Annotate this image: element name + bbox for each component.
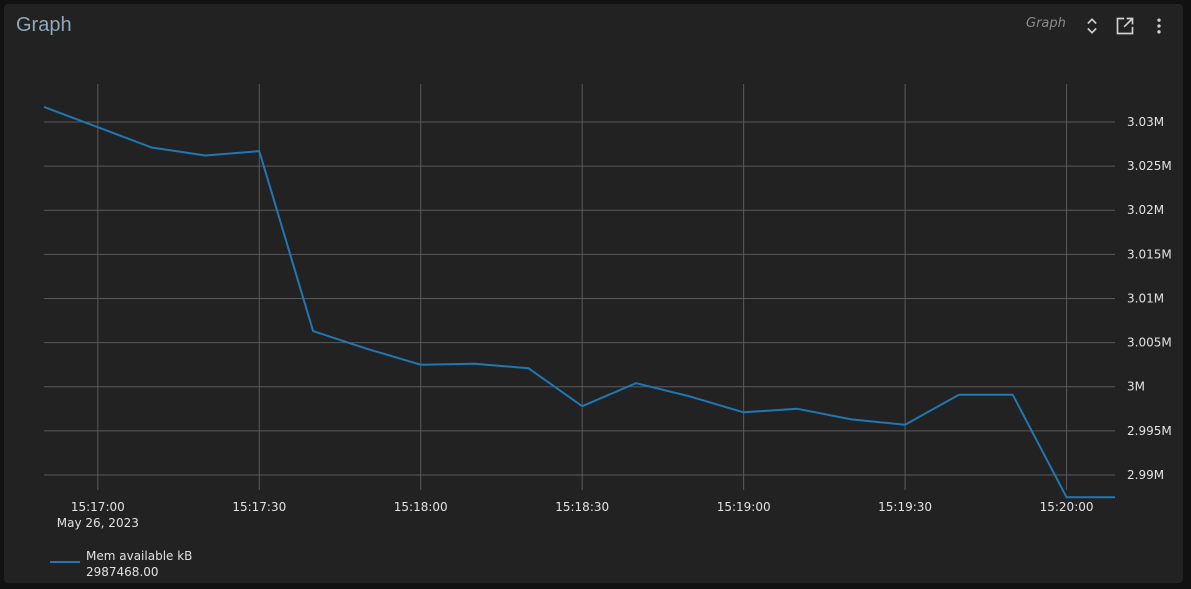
x-tick-label: 15:18:30 bbox=[555, 500, 609, 514]
y-tick-label: 3.02M bbox=[1127, 203, 1164, 217]
y-tick-label: 3.025M bbox=[1127, 159, 1172, 173]
y-tick-label: 3.03M bbox=[1127, 115, 1164, 129]
legend-series-value: 2987468.00 bbox=[86, 565, 159, 579]
legend-series-name: Mem available kB bbox=[86, 549, 193, 563]
panel-title: Graph bbox=[16, 14, 72, 36]
x-tick-label: 15:18:00 bbox=[394, 500, 448, 514]
y-tick-label: 3.015M bbox=[1127, 247, 1172, 261]
x-tick-label: 15:19:30 bbox=[878, 500, 932, 514]
x-tick-label: 15:17:00 bbox=[71, 500, 125, 514]
series-layer bbox=[43, 105, 1115, 499]
x-tick-label: 15:19:00 bbox=[717, 500, 771, 514]
y-tick-label: 2.99M bbox=[1127, 468, 1164, 482]
open-in-new-icon[interactable] bbox=[1113, 14, 1137, 38]
y-tick-label: 3.01M bbox=[1127, 291, 1164, 305]
x-date-label: May 26, 2023 bbox=[57, 516, 139, 530]
panel-type-label: Graph bbox=[1026, 16, 1066, 31]
grid bbox=[44, 84, 1115, 490]
axis-labels: 15:17:00 15:17:30 15:18:00 15:18:30 15:19:00… bbox=[57, 115, 1172, 530]
more-vert-icon[interactable] bbox=[1147, 14, 1171, 38]
legend-swatch bbox=[50, 561, 80, 563]
y-tick-label: 2.995M bbox=[1127, 424, 1172, 438]
x-tick-label: 15:17:30 bbox=[232, 500, 286, 514]
graph-panel: Graph Graph Mem available kB 2987468.00 bbox=[4, 4, 1183, 583]
x-tick-label: 15:20:00 bbox=[1040, 500, 1094, 514]
chart-legend[interactable]: Mem available kB 2987468.00 bbox=[50, 548, 192, 580]
y-tick-label: 3.005M bbox=[1127, 336, 1172, 350]
y-tick-label: 3M bbox=[1127, 380, 1145, 394]
unfold-icon[interactable] bbox=[1080, 14, 1104, 38]
series-line[interactable] bbox=[43, 105, 1115, 499]
